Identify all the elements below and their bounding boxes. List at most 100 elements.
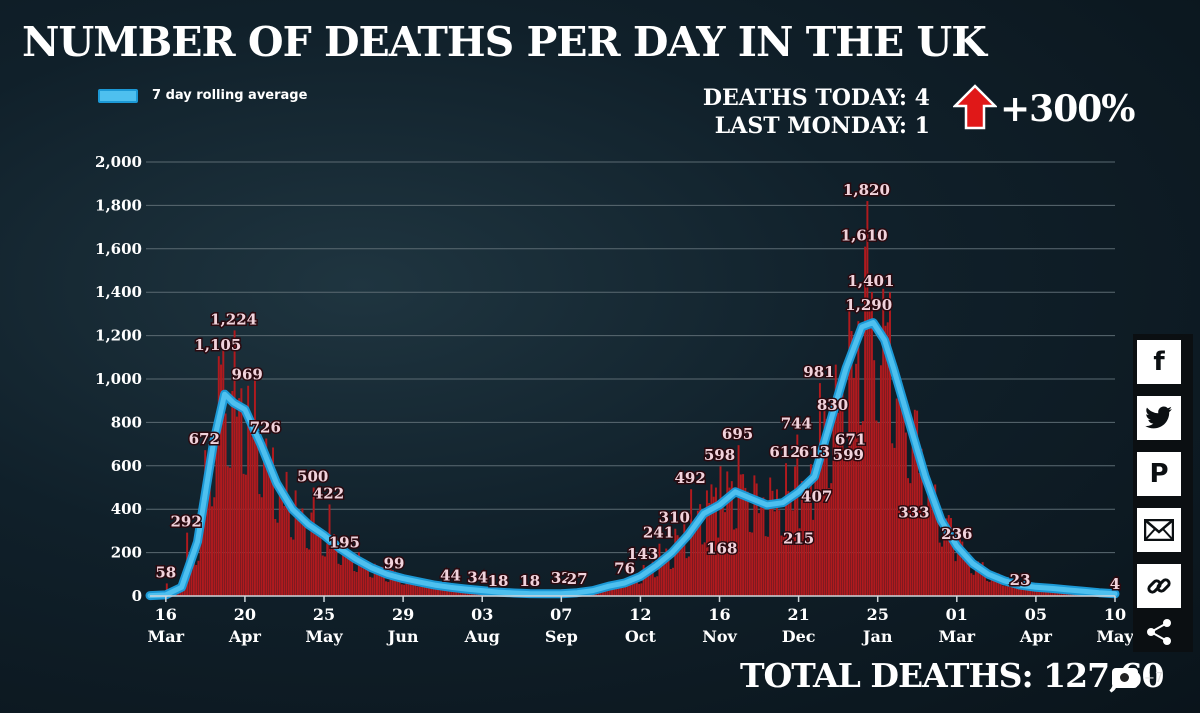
daily-bar [292,539,295,596]
daily-bar [687,556,690,596]
daily-bar [922,513,925,596]
daily-bar [708,502,711,596]
data-label: 34 [467,569,488,587]
daily-bar [446,587,449,596]
x-tick-month: Jun [386,627,419,646]
daily-bar [290,537,293,596]
daily-bar [859,424,862,596]
x-tick-month: Aug [464,627,500,646]
x-tick-day: 25 [867,605,889,624]
daily-bar [1015,585,1018,596]
daily-bar [852,377,855,596]
daily-bar [825,418,828,596]
daily-bar [893,447,896,596]
daily-bar [857,321,860,596]
x-tick-month: Mar [939,627,976,646]
daily-bar [1017,588,1020,596]
daily-bar [626,583,629,596]
photo-badge[interactable]: +7 [1112,668,1163,688]
data-label: 241 [643,524,674,542]
daily-bar [412,580,415,596]
daily-bar [439,585,442,596]
daily-bar [746,491,749,596]
daily-bar [283,505,286,596]
daily-bar [945,518,948,596]
daily-bar [714,487,717,596]
daily-bar [694,520,697,596]
daily-bar [696,510,699,596]
daily-bar [726,471,729,596]
daily-bar [721,498,724,596]
daily-bar [658,543,661,596]
daily-bar [963,552,966,596]
daily-bar [947,515,950,596]
daily-bar [712,496,715,596]
daily-bar [728,487,731,596]
daily-bar [328,504,331,596]
daily-bar [294,490,297,596]
daily-bar [355,572,358,596]
daily-bar [303,517,306,596]
daily-bar [950,518,952,596]
data-label: 1,224 [210,310,257,328]
daily-bar [346,550,349,596]
data-label: 598 [704,446,735,464]
daily-bar [229,467,232,596]
data-label: 695 [722,425,753,443]
data-label: 1,290 [845,296,892,314]
daily-bar [1051,591,1054,596]
daily-bar [927,485,930,596]
daily-bar [644,572,647,596]
daily-bar [1002,585,1004,596]
daily-bar [870,291,873,596]
daily-bar [296,508,299,596]
daily-bar [739,474,742,596]
daily-bar [776,489,778,596]
daily-bar [353,571,356,596]
x-tick-month: Nov [702,627,737,646]
daily-bar [791,510,794,596]
y-tick-label: 800 [111,413,142,431]
daily-bar [755,483,758,596]
daily-bar [898,376,901,596]
daily-bar [764,536,767,596]
daily-bar [633,579,636,596]
twitter-icon[interactable] [1137,396,1181,440]
total-deaths: TOTAL DEATHS: 127,60 [740,656,1164,695]
x-tick-month: Dec [782,627,816,646]
facebook-icon[interactable]: f [1137,340,1181,384]
pinterest-icon[interactable]: P [1137,452,1181,496]
daily-bar [215,445,218,596]
daily-bar [961,541,964,596]
link-icon[interactable] [1137,564,1181,608]
daily-bar [751,532,754,596]
data-label: 32 [551,569,572,587]
data-label: 58 [155,563,176,581]
x-tick-day: 05 [1025,605,1047,624]
data-label: 18 [519,572,540,590]
deaths-today: DEATHS TODAY: 4 [702,85,930,111]
daily-bar [308,549,311,596]
daily-bar [617,585,620,596]
daily-bar [265,438,268,596]
daily-bar [954,561,957,596]
daily-bar [204,450,207,596]
daily-bar [362,561,365,596]
daily-bar [278,485,281,596]
photo-count: +7 [1144,670,1164,686]
daily-bar [656,576,659,596]
daily-bar [253,380,256,596]
daily-bar [787,491,790,596]
share-icon[interactable] [1143,616,1175,648]
daily-bar [681,539,684,596]
daily-bar [251,436,254,596]
daily-bar [864,246,867,596]
daily-bar [631,581,634,596]
daily-bar [929,488,932,596]
daily-bar [622,587,625,596]
daily-bar [249,423,252,596]
legend-swatch [98,88,138,103]
daily-bar [226,466,229,596]
email-icon[interactable] [1137,508,1181,552]
daily-bar [287,505,290,596]
